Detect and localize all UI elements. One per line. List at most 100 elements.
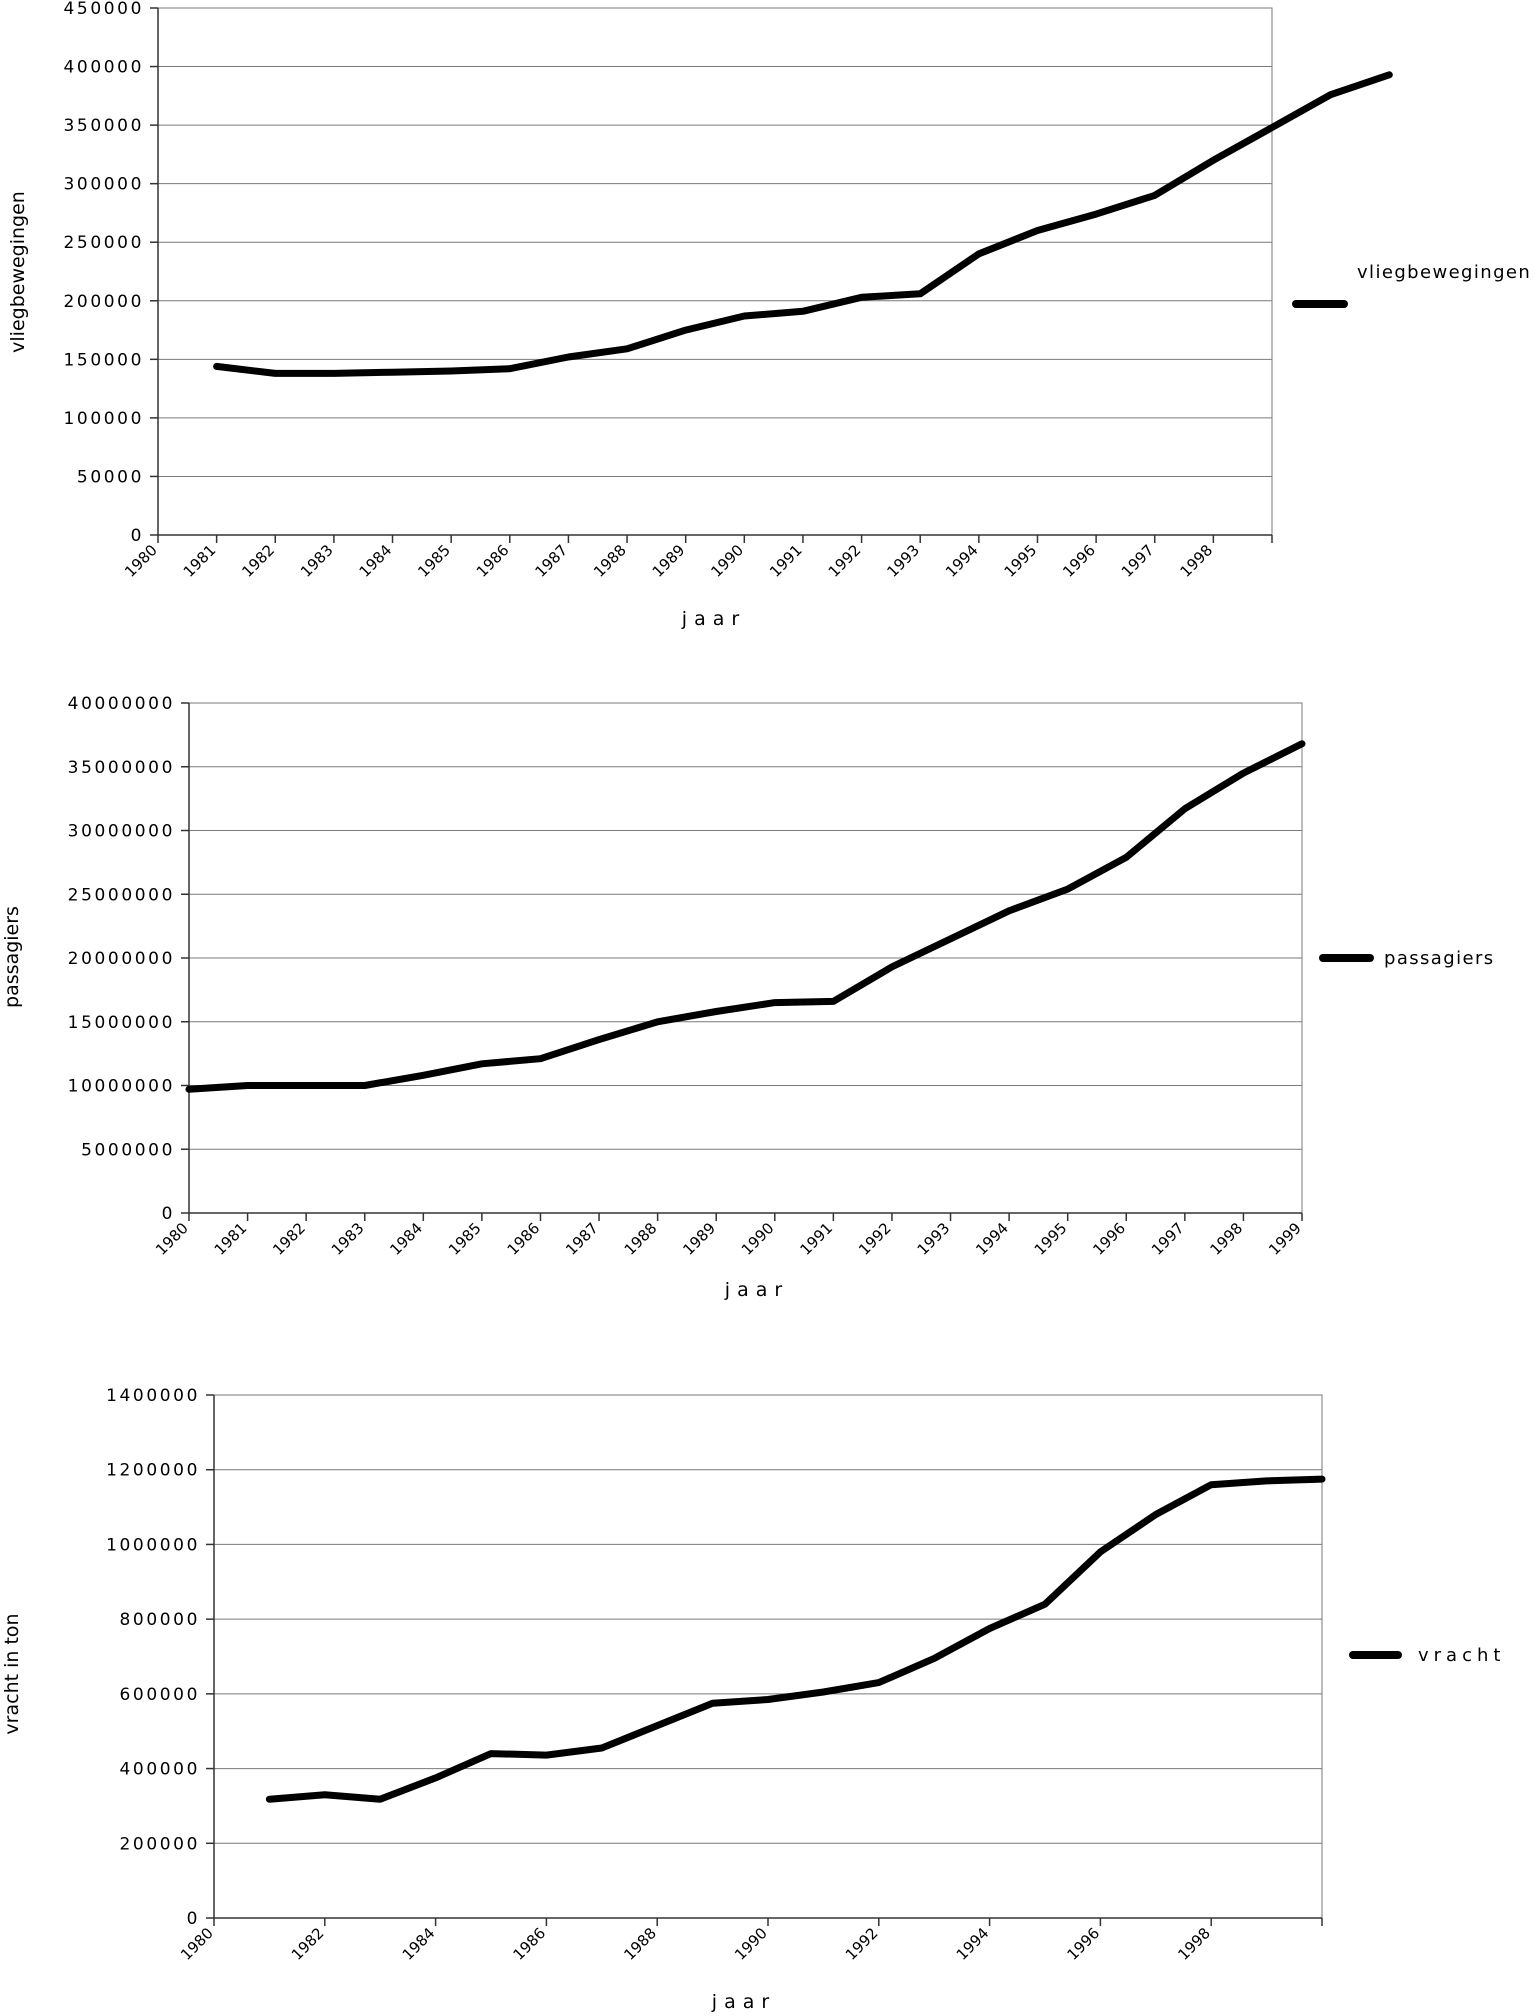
y-tick-label: 0 bbox=[162, 1204, 175, 1224]
x-tick-label: 1998 bbox=[1174, 1924, 1214, 1964]
x-tick-label: 1984 bbox=[386, 1219, 426, 1259]
x-tick-label: 1984 bbox=[356, 541, 396, 581]
x-axis-title: jaar bbox=[724, 1279, 789, 1301]
y-tick-label: 250000 bbox=[64, 233, 145, 253]
x-tick-label: 1982 bbox=[238, 541, 278, 581]
x-tick-label: 1986 bbox=[504, 1219, 544, 1259]
x-tick-label: 1999 bbox=[1265, 1219, 1305, 1259]
y-tick-label: 1400000 bbox=[106, 1386, 200, 1406]
x-tick-label: 1987 bbox=[532, 541, 572, 581]
x-axis-title: jaar bbox=[711, 1991, 776, 2013]
x-tick-label: 1980 bbox=[121, 541, 161, 581]
series-line-vliegbewegingen bbox=[213, 71, 1393, 377]
x-tick-label: 1996 bbox=[1089, 1219, 1129, 1259]
y-tick-label: 5000000 bbox=[81, 1140, 175, 1160]
y-tick-labels: 0 50000 100000 150000 200000 250000 300000 3500… bbox=[64, 0, 145, 546]
axes bbox=[181, 702, 1303, 1221]
x-tick-label: 1984 bbox=[399, 1924, 439, 1964]
x-tick-label: 1994 bbox=[953, 1924, 993, 1964]
y-tick-label: 25000000 bbox=[68, 885, 175, 905]
x-tick-label: 1992 bbox=[855, 1219, 895, 1259]
x-tick-label: 1997 bbox=[1148, 1219, 1188, 1259]
x-tick-label: 1993 bbox=[914, 1219, 954, 1259]
x-tick-label: 1993 bbox=[883, 541, 923, 581]
y-axis-title: vracht in ton bbox=[1, 1613, 23, 1734]
y-tick-label: 1200000 bbox=[106, 1461, 200, 1481]
x-tick-label: 1994 bbox=[942, 541, 982, 581]
gridlines bbox=[158, 7, 1272, 477]
x-tick-label: 1996 bbox=[1059, 541, 1099, 581]
y-tick-label: 20000000 bbox=[68, 949, 175, 969]
x-tick-label: 1997 bbox=[1118, 541, 1158, 581]
y-tick-labels: 0 5000000 10000000 15000000 20000000 25000000… bbox=[68, 694, 175, 1224]
axes bbox=[150, 7, 1273, 543]
x-tick-labels: 1980 1981 1982 1983 1984 1985 1986 1987 1988 1989… bbox=[152, 1219, 1305, 1259]
x-tick-label: 1987 bbox=[562, 1219, 602, 1259]
y-tick-label: 150000 bbox=[64, 350, 145, 370]
y-tick-label: 30000000 bbox=[68, 822, 175, 842]
x-tick-label: 1989 bbox=[679, 1219, 719, 1259]
x-tick-label: 1991 bbox=[796, 1219, 836, 1259]
plot-frame bbox=[157, 7, 1273, 536]
y-axis-title: passagiers bbox=[1, 906, 23, 1008]
x-tick-label: 1980 bbox=[177, 1924, 217, 1964]
x-tick-label: 1995 bbox=[1001, 541, 1041, 581]
chart-vliegbewegingen: 0 50000 100000 150000 200000 250000 300000 3500… bbox=[7, 0, 1531, 630]
chart-passagiers: 0 5000000 10000000 15000000 20000000 25000000… bbox=[1, 694, 1495, 1301]
x-tick-label: 1985 bbox=[414, 541, 454, 581]
y-tick-label: 10000000 bbox=[68, 1077, 175, 1097]
y-tick-label: 800000 bbox=[120, 1610, 201, 1630]
y-tick-label: 350000 bbox=[64, 116, 145, 136]
series-line-vracht bbox=[265, 1475, 1326, 1803]
chart-vracht: 0 200000 400000 600000 800000 1000000 1200000 1… bbox=[1, 1386, 1505, 2013]
x-tick-label: 1981 bbox=[180, 541, 220, 581]
x-tick-label: 1985 bbox=[445, 1219, 485, 1259]
x-tick-label: 1991 bbox=[766, 541, 806, 581]
legend-label: vracht bbox=[1418, 1645, 1505, 1666]
y-tick-label: 0 bbox=[187, 1909, 200, 1929]
x-axis-title: jaar bbox=[681, 608, 746, 630]
x-tick-label: 1982 bbox=[269, 1219, 309, 1259]
y-tick-label: 100000 bbox=[64, 409, 145, 429]
x-tick-label: 1998 bbox=[1207, 1219, 1247, 1259]
plot-frame bbox=[213, 1394, 1323, 1919]
x-tick-label: 1992 bbox=[825, 541, 865, 581]
y-tick-label: 600000 bbox=[120, 1685, 201, 1705]
y-tick-label: 400000 bbox=[120, 1760, 201, 1780]
y-tick-label: 0 bbox=[131, 526, 144, 546]
x-tick-label: 1998 bbox=[1176, 541, 1216, 581]
x-tick-label: 1995 bbox=[1031, 1219, 1071, 1259]
y-tick-label: 40000000 bbox=[68, 694, 175, 714]
legend-label: passagiers bbox=[1384, 948, 1495, 969]
x-tick-labels: 1980 1981 1982 1983 1984 1985 1986 1987 1988 1989… bbox=[121, 541, 1216, 581]
axes bbox=[206, 1394, 1323, 1926]
y-tick-label: 50000 bbox=[77, 467, 144, 487]
x-tick-label: 1992 bbox=[842, 1924, 882, 1964]
y-tick-label: 200000 bbox=[120, 1834, 201, 1854]
series-line-passagiers bbox=[185, 740, 1306, 1093]
y-tick-label: 300000 bbox=[64, 175, 145, 195]
gridlines bbox=[214, 1394, 1322, 1844]
x-tick-label: 1988 bbox=[620, 1924, 660, 1964]
y-tick-label: 400000 bbox=[64, 58, 145, 78]
x-tick-labels: 1980 1982 1984 1986 1988 1990 1992 1994 1996 1998 bbox=[177, 1924, 1214, 1964]
x-tick-label: 1996 bbox=[1063, 1924, 1103, 1964]
y-tick-label: 35000000 bbox=[68, 758, 175, 778]
x-tick-label: 1983 bbox=[328, 1219, 368, 1259]
x-tick-label: 1980 bbox=[152, 1219, 192, 1259]
x-tick-label: 1982 bbox=[288, 1924, 328, 1964]
y-tick-label: 200000 bbox=[64, 292, 145, 312]
y-axis-title: vliegbewegingen bbox=[7, 191, 29, 353]
x-tick-label: 1988 bbox=[621, 1219, 661, 1259]
y-tick-labels: 0 200000 400000 600000 800000 1000000 1200000 1… bbox=[106, 1386, 201, 1929]
y-tick-label: 450000 bbox=[64, 0, 145, 19]
x-tick-label: 1990 bbox=[738, 1219, 778, 1259]
x-tick-label: 1986 bbox=[473, 541, 513, 581]
x-tick-label: 1983 bbox=[297, 541, 337, 581]
legend-label: vliegbewegingen bbox=[1357, 262, 1531, 283]
x-tick-label: 1994 bbox=[972, 1219, 1012, 1259]
x-tick-label: 1989 bbox=[649, 541, 689, 581]
x-tick-label: 1990 bbox=[731, 1924, 771, 1964]
x-tick-label: 1988 bbox=[590, 541, 630, 581]
y-tick-label: 15000000 bbox=[68, 1013, 175, 1033]
